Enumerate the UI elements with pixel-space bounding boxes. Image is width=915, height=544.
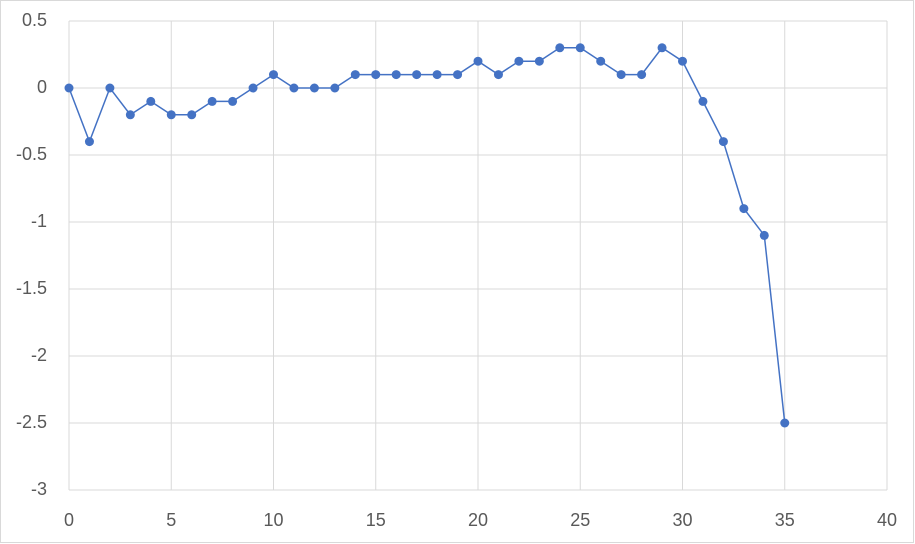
y-tick-label: 0.5 (22, 10, 47, 30)
data-point (228, 96, 238, 106)
data-point (514, 56, 524, 66)
data-point (493, 70, 503, 80)
y-tick-label: 0 (37, 77, 47, 97)
x-tick-label: 10 (263, 510, 283, 530)
data-point (657, 43, 667, 53)
x-tick-label: 0 (64, 510, 74, 530)
data-point (64, 83, 74, 93)
data-point (207, 96, 217, 106)
x-tick-label: 5 (166, 510, 176, 530)
y-tick-label: -2.5 (16, 412, 47, 432)
x-tick-label: 15 (366, 510, 386, 530)
data-point (125, 110, 135, 120)
data-point (330, 83, 340, 93)
data-point (453, 70, 463, 80)
data-point (371, 70, 381, 80)
x-tick-label: 35 (775, 510, 795, 530)
data-point (698, 96, 708, 106)
data-point (739, 204, 749, 214)
x-tick-label: 25 (570, 510, 590, 530)
y-tick-label: -0.5 (16, 144, 47, 164)
y-tick-label: -1.5 (16, 278, 47, 298)
y-tick-label: -2 (31, 345, 47, 365)
data-point (84, 137, 94, 147)
data-point (187, 110, 197, 120)
data-point (555, 43, 565, 53)
data-point (166, 110, 176, 120)
data-point (269, 70, 278, 80)
x-tick-label: 20 (468, 510, 488, 530)
data-point (596, 56, 606, 66)
data-point (759, 230, 769, 240)
data-point (309, 83, 319, 93)
x-tick-label: 40 (877, 510, 897, 530)
y-tick-label: -3 (31, 479, 47, 499)
x-tick-label: 30 (672, 510, 692, 530)
data-point (105, 83, 115, 93)
data-point (248, 83, 258, 93)
data-point (678, 56, 687, 66)
data-point (412, 70, 422, 80)
data-point (473, 56, 483, 66)
data-point (616, 70, 626, 80)
data-point (350, 70, 360, 80)
data-point (718, 137, 728, 147)
data-point (637, 70, 647, 80)
data-point (534, 56, 544, 66)
data-point (432, 70, 442, 80)
data-point (575, 43, 585, 53)
data-point (146, 96, 156, 106)
data-point (289, 83, 299, 93)
data-point (391, 70, 401, 80)
data-point (780, 418, 790, 428)
y-tick-label: -1 (31, 211, 47, 231)
